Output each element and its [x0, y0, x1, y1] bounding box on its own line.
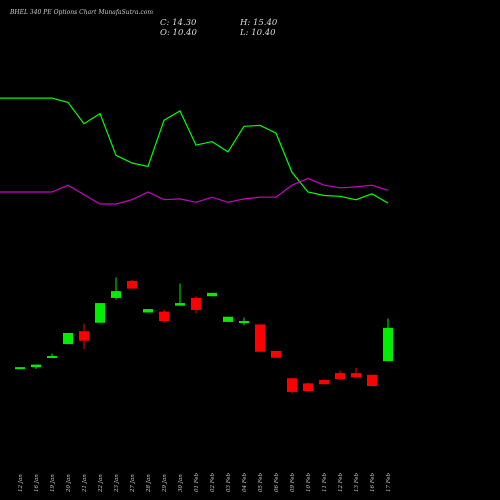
x-tick-label: 10 Feb [306, 472, 312, 492]
candle-body [47, 356, 57, 359]
candle-body [63, 332, 73, 345]
x-tick-label: 09 Feb [290, 472, 296, 492]
high-value: H: 15.40 [240, 18, 278, 28]
open-value: O: 10.40 [160, 28, 197, 38]
candle-body [79, 331, 89, 341]
indicator-line-1 [0, 97, 389, 204]
candle-body [223, 316, 233, 322]
x-tick-label: 16 Jan [34, 474, 40, 492]
candle-body [95, 303, 105, 323]
candle-body [271, 350, 281, 358]
candle-body [367, 374, 377, 386]
candle-body [111, 291, 121, 298]
x-tick-label: 29 Jan [162, 474, 168, 493]
candle-body [335, 373, 345, 380]
x-tick-label: 28 Jan [146, 474, 152, 493]
candle-body [175, 303, 185, 306]
candle-body [303, 383, 313, 392]
x-tick-label: 21 Jan [82, 474, 88, 493]
x-tick-label: 13 Feb [354, 472, 360, 492]
x-tick-label: 27 Jan [130, 474, 136, 493]
x-tick-label: 19 Jan [50, 474, 56, 492]
candle-body [127, 280, 137, 289]
indicator-line-2 [0, 177, 389, 205]
candle-body [191, 297, 201, 310]
x-tick-label: 04 Feb [242, 472, 248, 492]
candle-body [207, 292, 217, 297]
candle-body [143, 309, 153, 313]
x-tick-label: 01 Feb [194, 472, 200, 492]
x-tick-label: 12 Feb [338, 472, 344, 492]
close-value: C: 14.30 [160, 18, 197, 28]
chart-title: BHEL 340 PE Options Chart MunafaSutra.co… [10, 9, 154, 16]
candle-body [239, 321, 249, 324]
candle-body [383, 327, 393, 362]
x-tick-label: 11 Feb [322, 472, 328, 492]
x-tick-label: 20 Jan [66, 474, 72, 493]
x-tick-label: 12 Jan [18, 474, 24, 492]
candle-body [287, 378, 297, 392]
x-tick-label: 16 Feb [370, 472, 376, 492]
candle-body [351, 373, 361, 378]
candle-body [159, 311, 169, 322]
low-value: L: 10.40 [240, 28, 276, 38]
x-tick-label: 02 Feb [210, 472, 216, 492]
x-tick-label: 03 Feb [226, 472, 232, 492]
x-tick-label: 17 Feb [386, 472, 392, 492]
x-tick-label: 23 Jan [114, 474, 120, 493]
x-tick-label: 05 Feb [258, 472, 264, 492]
x-tick-label: 06 Feb [274, 472, 280, 492]
candle-body [255, 324, 265, 352]
candle-body [15, 367, 25, 370]
candle-body [319, 379, 329, 385]
x-tick-label: 22 Jan [98, 474, 104, 493]
candle-body [31, 364, 41, 368]
x-tick-label: 30 Jan [178, 474, 184, 492]
